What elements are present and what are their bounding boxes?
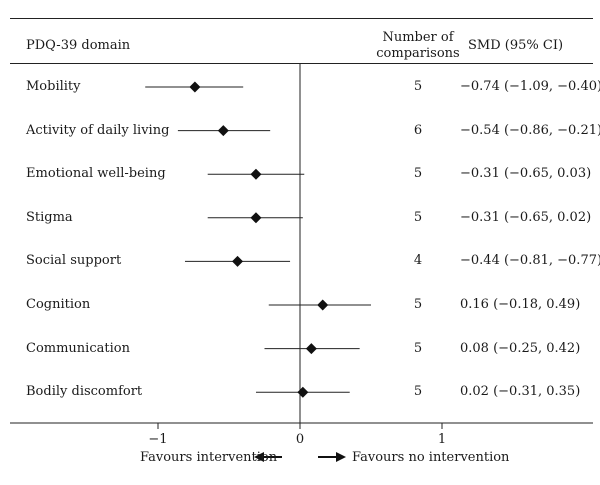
smd-ci-value: −0.31 (−0.65, 0.03) — [460, 166, 592, 182]
smd-ci-value: −0.31 (−0.65, 0.02) — [460, 209, 592, 225]
point-estimate-diamond — [189, 81, 201, 93]
point-estimate-diamond — [217, 125, 229, 137]
comparisons-column-header: Number of comparisons — [372, 30, 464, 62]
point-estimate-diamond — [250, 168, 262, 180]
comparisons-count: 5 — [413, 297, 423, 312]
domain-label: Mobility — [26, 79, 81, 94]
right-arrow-head — [336, 452, 346, 462]
x-axis-tick-label: 1 — [437, 432, 447, 447]
x-axis-tick-label: 0 — [295, 432, 305, 447]
smd-ci-value: 0.16 (−0.18, 0.49) — [460, 297, 581, 312]
domain-label: Communication — [26, 340, 130, 356]
domain-label: Activity of daily living — [26, 122, 170, 138]
x-axis-tick-label: −1 — [148, 432, 168, 447]
smd-column-header: SMD (95% CI) — [468, 38, 564, 53]
favours-intervention-label: Favours intervention — [140, 450, 278, 465]
domain-label: Emotional well-being — [26, 166, 166, 182]
domain-column-header: PDQ-39 domain — [26, 38, 131, 53]
comparisons-count: 5 — [413, 384, 423, 400]
comparisons-count: 6 — [413, 122, 423, 138]
comparisons-count: 4 — [413, 253, 423, 269]
top-rule — [10, 18, 593, 19]
point-estimate-diamond — [317, 299, 329, 311]
comparisons-header-line2: comparisons — [376, 46, 460, 61]
left-arrow-head — [254, 452, 264, 462]
point-estimate-diamond — [297, 386, 309, 398]
header-rule — [10, 63, 593, 64]
point-estimate-diamond — [250, 212, 262, 224]
domain-label: Cognition — [26, 297, 91, 312]
comparisons-header-line1: Number of — [382, 30, 454, 45]
comparisons-count: 5 — [413, 340, 423, 356]
point-estimate-diamond — [232, 255, 244, 267]
comparisons-count: 5 — [413, 79, 423, 94]
domain-label: Bodily discomfort — [26, 384, 143, 400]
smd-ci-value: 0.08 (−0.25, 0.42) — [460, 340, 581, 356]
comparisons-count: 5 — [413, 166, 423, 182]
smd-ci-value: −0.74 (−1.09, −0.40) — [460, 79, 600, 94]
domain-label: Social support — [26, 253, 122, 269]
domain-label: Stigma — [26, 209, 73, 225]
point-estimate-diamond — [305, 343, 317, 355]
favours-no-intervention-label: Favours no intervention — [352, 450, 510, 465]
smd-ci-value: 0.02 (−0.31, 0.35) — [460, 384, 581, 400]
comparisons-count: 5 — [413, 209, 423, 225]
smd-ci-value: −0.54 (−0.86, −0.21) — [460, 122, 600, 138]
smd-ci-value: −0.44 (−0.81, −0.77) — [460, 253, 600, 269]
